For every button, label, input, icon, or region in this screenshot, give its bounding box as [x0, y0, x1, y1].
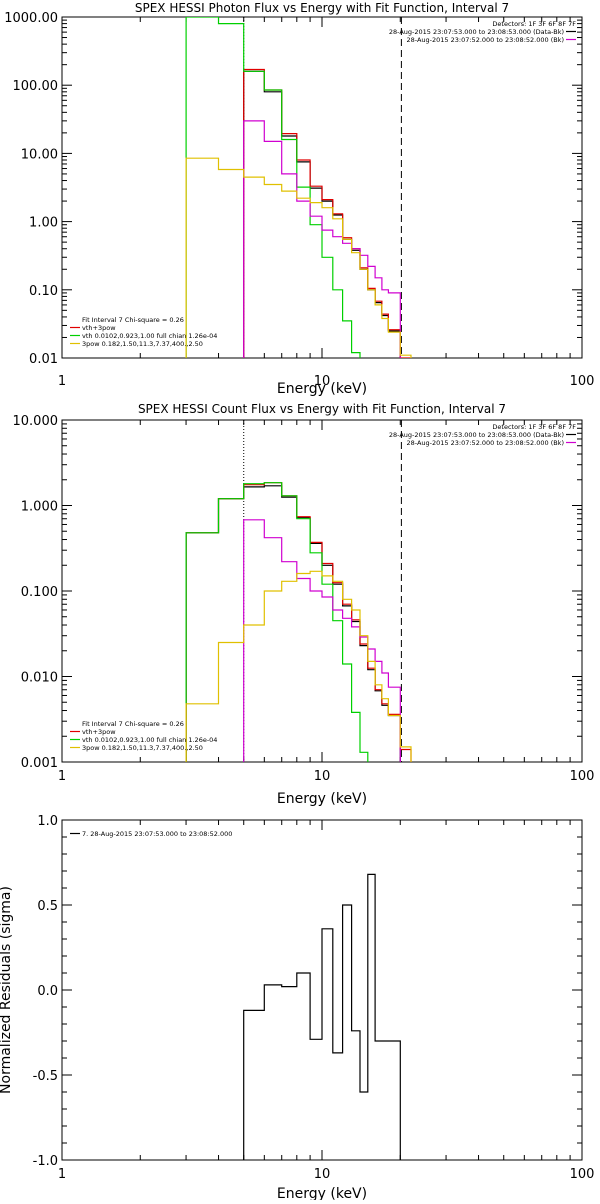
series-line-magenta: [243, 519, 401, 762]
legend-entry: Fit Interval 7 Chi-square = 0.26: [82, 316, 184, 324]
y-tick-label: 1.00: [29, 216, 58, 231]
y-tick-label: 0.010: [21, 671, 58, 686]
x-axis-label: Energy (keV): [277, 791, 367, 807]
x-tick-label: 100: [570, 769, 595, 784]
series-line-yellow: [185, 157, 412, 358]
y-tick-label: 0.10: [29, 284, 58, 299]
legend-entry: vth 0.0102,0.923,1.00 full chian 1.26e-0…: [82, 332, 217, 340]
y-tick-label: -0.5: [33, 1069, 58, 1084]
y-tick-label: 10.00: [21, 147, 58, 162]
series-line-yellow: [185, 570, 412, 762]
y-tick-label: 100.00: [13, 79, 59, 94]
y-tick-label: 0.01: [29, 352, 58, 367]
x-tick-label: 100: [570, 1167, 595, 1182]
info-line: Detectors: 1F 3F 6F 8F 7F: [492, 20, 576, 28]
legend-entry: Fit Interval 7 Chi-square = 0.26: [82, 720, 184, 728]
series-line-magenta: [243, 120, 401, 358]
series-group: [185, 17, 412, 358]
count-flux-panel: SPEX HESSI Count Flux vs Energy with Fit…: [13, 402, 595, 807]
x-tick-label: 100: [570, 374, 595, 389]
y-tick-label: 0.100: [21, 585, 58, 600]
series-line-green: [185, 482, 369, 762]
y-tick-label: 1.0: [37, 814, 58, 829]
info-line: 28-Aug-2015 23:07:52.000 to 23:08:52.000…: [407, 439, 564, 447]
photon-flux-panel: SPEX HESSI Photon Flux vs Energy with Fi…: [4, 1, 594, 397]
x-tick-label: 1: [58, 374, 66, 389]
x-tick-label: 10: [314, 1167, 331, 1182]
y-tick-label: 0.5: [37, 899, 58, 914]
x-tick-label: 10: [314, 374, 331, 389]
info-line: Detectors: 1F 3F 6F 8F 7F: [492, 423, 576, 431]
legend-entry: 7. 28-Aug-2015 23:07:53.000 to 23:08:52.…: [82, 830, 232, 838]
y-axis-label: Normalized Residuals (sigma): [0, 886, 14, 1094]
series-line-black: [243, 70, 401, 358]
y-tick-label: 0.0: [37, 984, 58, 999]
legend-entry: 3pow 0.182,1.50,11.3,7.37,400.,2.50: [82, 744, 203, 752]
info-line: 28-Aug-2015 23:07:53.000 to 23:08:53.000…: [389, 431, 564, 439]
info-line: 28-Aug-2015 23:07:52.000 to 23:08:52.000…: [407, 36, 564, 44]
chart-title: SPEX HESSI Photon Flux vs Energy with Fi…: [135, 1, 509, 15]
chart-title: SPEX HESSI Count Flux vs Energy with Fit…: [138, 402, 506, 416]
x-tick-label: 1: [58, 769, 66, 784]
legend-entry: vth 0.0102,0.923,1.00 full chian 1.26e-0…: [82, 736, 217, 744]
legend-entry: vth+3pow: [82, 728, 116, 736]
y-tick-label: 1.000: [21, 500, 58, 515]
x-tick-label: 1: [58, 1167, 66, 1182]
series-line-green: [185, 17, 361, 358]
series-group: [185, 482, 412, 762]
x-axis-label: Energy (keV): [277, 1186, 367, 1200]
y-tick-label: -1.0: [33, 1154, 58, 1169]
legend-entry: vth+3pow: [82, 324, 116, 332]
series-line-red: [243, 68, 411, 358]
info-line: 28-Aug-2015 23:07:53.000 to 23:08:53.000…: [389, 28, 564, 36]
series-group: [243, 873, 401, 1160]
x-axis-label: Energy (keV): [277, 381, 367, 397]
series-line-red: [185, 482, 412, 762]
series-line-black: [243, 873, 401, 1160]
y-tick-label: 1000.00: [4, 11, 58, 26]
x-tick-label: 10: [314, 769, 331, 784]
legend-entry: 3pow 0.182,1.50,11.3,7.37,400.,2.50: [82, 340, 203, 348]
residuals-panel: 1 10 100 -1.0 -0.5 0.0 0.5 1.0 Energy (keV) Norma…: [0, 814, 595, 1202]
y-tick-label: 0.001: [21, 756, 58, 771]
y-tick-label: 10.000: [13, 414, 59, 429]
